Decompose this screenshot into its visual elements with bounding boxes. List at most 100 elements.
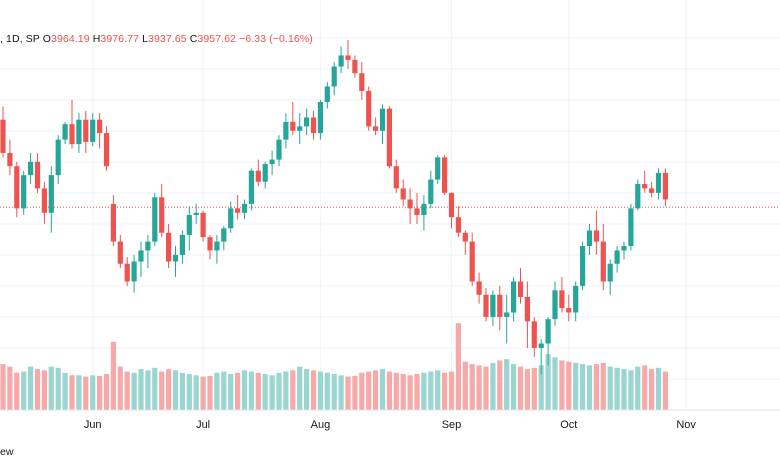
candle [531, 316, 537, 357]
candle [421, 195, 427, 231]
volume-bar [76, 375, 82, 410]
volume-bar [62, 372, 68, 410]
candle-body [179, 234, 185, 255]
candle [435, 155, 441, 184]
candle-body [0, 119, 6, 153]
volume-bar [448, 371, 455, 410]
candle [649, 181, 655, 198]
candle [586, 223, 593, 255]
volume-bar [635, 366, 641, 410]
volume-bar [200, 376, 206, 410]
candle [62, 121, 68, 145]
volume-bar [290, 370, 296, 410]
candle [297, 113, 303, 145]
candle-body [435, 157, 441, 180]
candle-body [110, 203, 116, 242]
candle [614, 246, 620, 273]
candle [110, 195, 116, 247]
volume-bar [276, 372, 282, 410]
candle-body [69, 124, 75, 145]
volume-bar [607, 366, 613, 410]
candle [41, 181, 47, 224]
candle-body [235, 208, 241, 213]
candle [469, 232, 475, 286]
volume-bar [124, 371, 130, 410]
volume-bar [131, 372, 137, 410]
candle [55, 135, 61, 184]
candle [103, 126, 110, 171]
volume-bar [504, 359, 510, 410]
x-tick-label: Jun [84, 419, 102, 431]
candle [324, 82, 330, 109]
candle-body [545, 319, 551, 344]
candle-body [228, 208, 234, 229]
candle-body [76, 119, 82, 145]
candle-body [262, 164, 268, 182]
candle-layer [0, 39, 668, 375]
candle [407, 188, 413, 224]
volume-bar [179, 372, 185, 410]
volume-bar [21, 371, 27, 410]
candle-body [442, 157, 448, 193]
candle [524, 281, 530, 348]
volume-bar [559, 360, 565, 410]
candle [235, 195, 241, 220]
candle-body [586, 230, 593, 247]
volume-bar [497, 360, 503, 410]
candle-body [124, 263, 130, 282]
volume-bar [649, 369, 655, 410]
candle-body [607, 263, 613, 282]
volume-bar [511, 364, 517, 410]
low-label: L [142, 33, 149, 45]
candle-body [662, 172, 668, 200]
candle-body [359, 73, 365, 91]
volume-bar [593, 364, 599, 410]
candle-body [324, 86, 330, 102]
candle [483, 288, 489, 322]
candle-body [310, 117, 317, 134]
candle [200, 210, 206, 242]
volume-bar [566, 361, 572, 410]
candle [386, 106, 392, 169]
volume-bar [655, 367, 662, 410]
volume-bar [241, 370, 248, 410]
volume-bar [7, 366, 13, 410]
candle [21, 170, 27, 215]
volume-bar [421, 372, 427, 410]
candle-body [331, 66, 337, 87]
x-tick-label: Aug [311, 419, 331, 431]
grid-layer [0, 0, 780, 410]
candle-body [28, 161, 34, 176]
candle-body [345, 55, 351, 60]
candle [352, 55, 358, 78]
candle-body [255, 170, 261, 182]
high-value: 3976.77 [100, 33, 140, 45]
candle [593, 210, 599, 255]
high-label: H [92, 33, 101, 45]
candle [193, 203, 199, 224]
candle [179, 230, 185, 264]
candle-body [593, 230, 599, 242]
volume-bar [573, 362, 579, 410]
candle-body [83, 119, 89, 142]
candle [497, 285, 503, 331]
candle-body [41, 188, 47, 213]
volume-bar [442, 372, 448, 410]
candle-body [428, 179, 434, 204]
candle-body [393, 166, 399, 189]
candle [269, 150, 275, 176]
candle-body [193, 212, 199, 215]
volume-bar [28, 366, 34, 410]
candle [166, 223, 172, 269]
volume-bar [207, 375, 213, 410]
candle [262, 161, 268, 189]
candle-body [414, 208, 420, 215]
volume-bar [193, 375, 199, 410]
x-tick-label: Oct [560, 419, 577, 431]
candle-body [490, 294, 496, 317]
candle-body [649, 188, 655, 193]
candle [476, 272, 482, 304]
candle [545, 316, 551, 366]
